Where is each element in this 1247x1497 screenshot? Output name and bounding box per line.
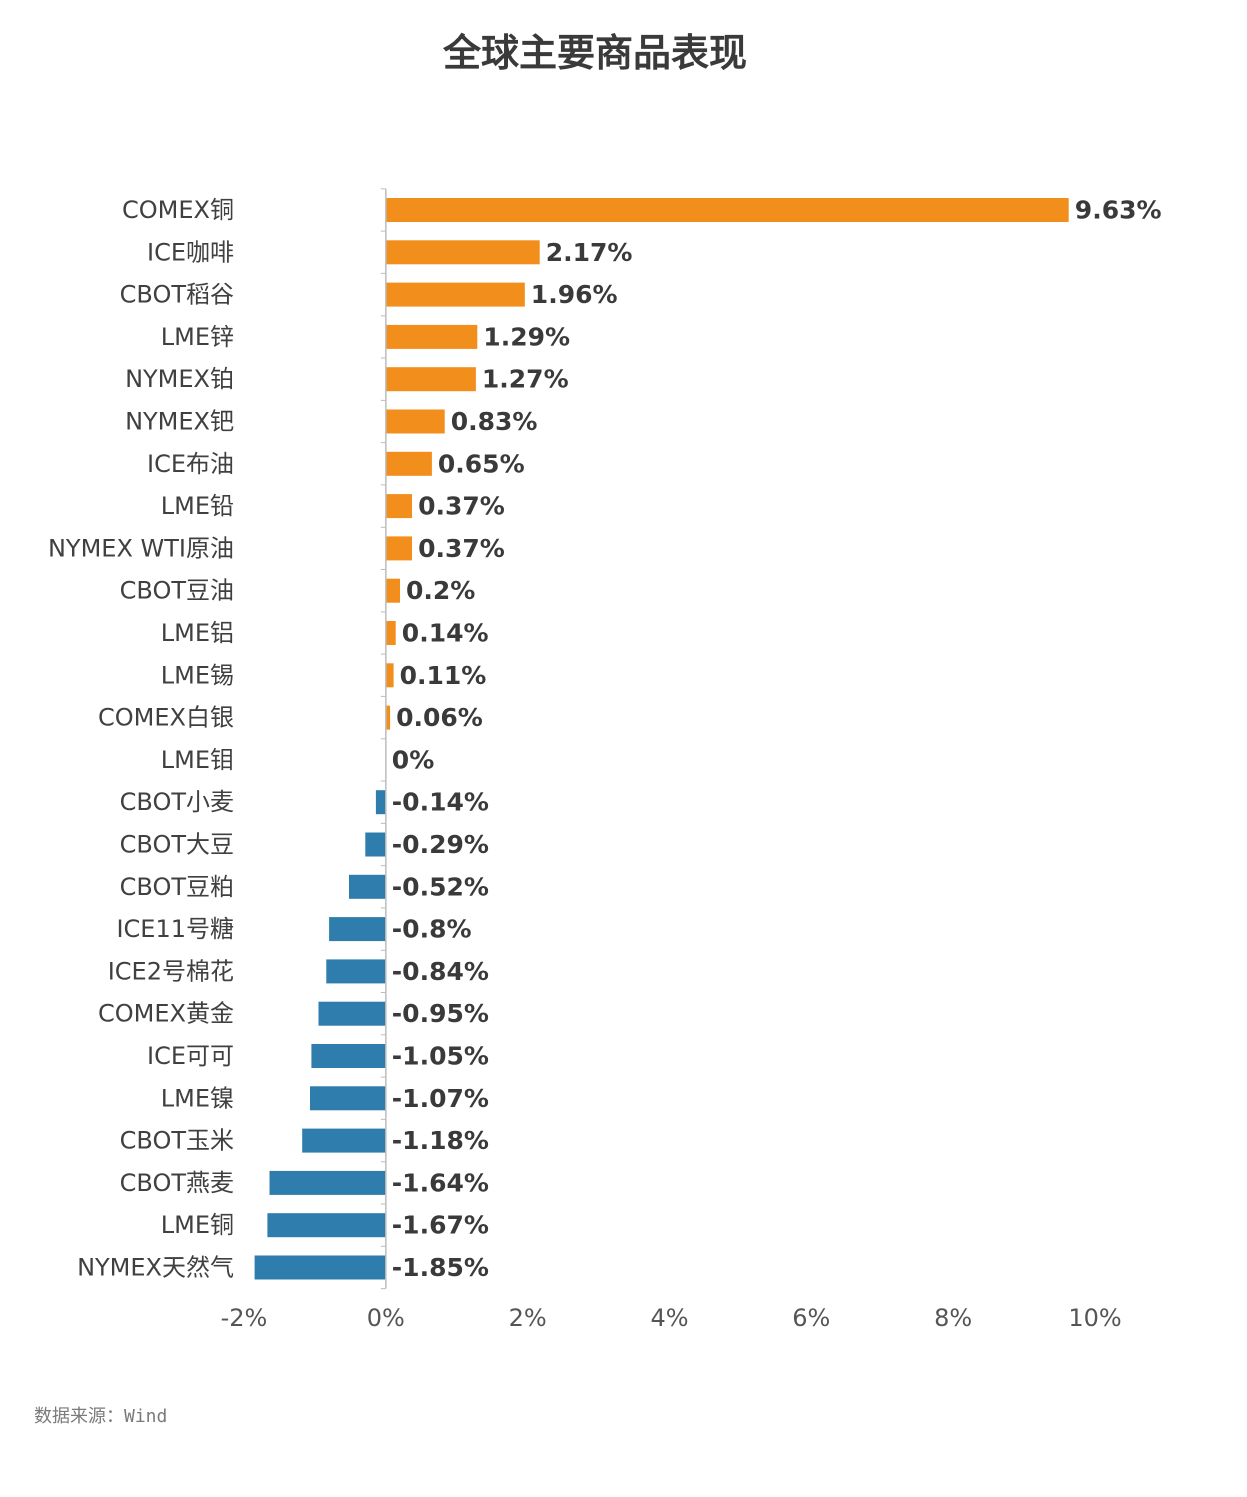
bar bbox=[267, 1213, 386, 1238]
value-label: -1.18% bbox=[392, 1126, 489, 1155]
value-label: -1.67% bbox=[392, 1211, 489, 1240]
category-label: CBOT玉米 bbox=[120, 1127, 234, 1155]
value-label: 0% bbox=[392, 745, 434, 774]
value-label: -1.64% bbox=[392, 1168, 489, 1197]
bar bbox=[385, 198, 1069, 222]
x-tick-label: 6% bbox=[792, 1304, 830, 1332]
value-label: 1.27% bbox=[482, 365, 569, 394]
x-tick-label: 0% bbox=[367, 1304, 405, 1332]
bar bbox=[254, 1255, 386, 1280]
value-label: -1.07% bbox=[392, 1084, 489, 1113]
value-label: -0.52% bbox=[392, 872, 489, 901]
bar bbox=[269, 1170, 386, 1195]
category-label: ICE2号棉花 bbox=[108, 957, 234, 985]
category-label: CBOT大豆 bbox=[120, 831, 234, 859]
category-label: CBOT小麦 bbox=[120, 788, 234, 816]
value-label: 2.17% bbox=[546, 238, 633, 267]
bar bbox=[385, 494, 412, 519]
bar bbox=[385, 240, 540, 265]
bar bbox=[349, 874, 386, 899]
category-label: LME铅 bbox=[161, 492, 234, 520]
bar bbox=[318, 1001, 386, 1026]
category-label: ICE可可 bbox=[147, 1042, 234, 1070]
bar bbox=[311, 1044, 386, 1068]
value-label: 0.11% bbox=[400, 661, 487, 690]
value-label: 1.29% bbox=[483, 322, 570, 351]
category-label: CBOT稻谷 bbox=[120, 281, 234, 309]
bar bbox=[385, 367, 476, 392]
category-label: ICE布油 bbox=[147, 450, 234, 478]
bar bbox=[310, 1086, 386, 1111]
x-tick-label: 10% bbox=[1068, 1304, 1121, 1332]
value-label: 9.63% bbox=[1075, 196, 1162, 225]
category-label: CBOT燕麦 bbox=[120, 1169, 234, 1197]
category-label: COMEX黄金 bbox=[98, 1000, 234, 1028]
category-label: COMEX铜 bbox=[122, 196, 234, 224]
value-label: -0.14% bbox=[392, 788, 489, 817]
bar bbox=[385, 451, 432, 476]
value-label: 0.14% bbox=[402, 619, 489, 648]
category-label: NYMEX天然气 bbox=[77, 1254, 234, 1282]
category-label: NYMEX WTI原油 bbox=[48, 534, 234, 562]
category-label: NYMEX钯 bbox=[125, 408, 234, 436]
bar bbox=[329, 917, 386, 942]
bar bbox=[375, 790, 386, 815]
bars-group bbox=[254, 198, 1069, 1280]
category-label: LME铝 bbox=[161, 619, 234, 647]
x-tick-label: 4% bbox=[650, 1304, 688, 1332]
x-tick-label: -2% bbox=[221, 1304, 268, 1332]
value-label: -1.85% bbox=[392, 1253, 489, 1282]
category-label: LME镍 bbox=[161, 1084, 234, 1112]
bar bbox=[385, 409, 445, 434]
value-label: -0.95% bbox=[392, 999, 489, 1028]
value-label: 0.37% bbox=[418, 534, 505, 563]
x-tick-labels: -2% 0% 2% 4% 6% 8% 10% bbox=[221, 1304, 1122, 1332]
category-label: CBOT豆油 bbox=[120, 577, 234, 605]
axis-group bbox=[380, 188, 387, 1290]
category-label: COMEX白银 bbox=[98, 704, 234, 732]
bar bbox=[385, 705, 391, 730]
category-label: LME锌 bbox=[161, 323, 234, 351]
value-label: 0.06% bbox=[396, 703, 483, 732]
category-label: ICE11号糖 bbox=[116, 915, 234, 943]
category-label: ICE咖啡 bbox=[147, 238, 234, 266]
bar bbox=[302, 1128, 386, 1153]
value-labels: 9.63% 2.17% 1.96% 1.29% 1.27% 0.83% 0.65% 0.37%… bbox=[392, 196, 1162, 1283]
bar bbox=[385, 663, 394, 688]
bar bbox=[385, 621, 396, 645]
value-label: -0.29% bbox=[392, 830, 489, 859]
value-label: -1.05% bbox=[392, 1042, 489, 1071]
chart-title: 全球主要商品表现 bbox=[442, 31, 747, 75]
bar bbox=[385, 282, 525, 307]
category-label: NYMEX铂 bbox=[125, 365, 234, 393]
bar bbox=[385, 578, 400, 603]
value-label: -0.84% bbox=[392, 957, 489, 986]
category-label: LME锡 bbox=[161, 661, 234, 689]
x-tick-label: 2% bbox=[509, 1304, 547, 1332]
category-labels: COMEX铜 ICE咖啡 CBOT稻谷 LME锌 NYMEX铂 NYMEX钯 ICE布油 LM… bbox=[48, 196, 234, 1282]
value-label: 0.2% bbox=[406, 576, 475, 605]
bar bbox=[365, 832, 386, 857]
bar bbox=[385, 324, 478, 349]
category-label: LME钼 bbox=[161, 746, 234, 774]
category-label: LME铜 bbox=[161, 1211, 234, 1239]
source-note: 数据来源：Wind bbox=[34, 1406, 168, 1427]
value-label: 0.37% bbox=[418, 492, 505, 521]
value-label: 0.83% bbox=[451, 407, 538, 436]
value-label: -0.8% bbox=[392, 915, 472, 944]
bar-chart: COMEX铜 ICE咖啡 CBOT稻谷 LME锌 NYMEX铂 NYMEX钯 ICE布油 LM… bbox=[48, 188, 1162, 1332]
value-label: 0.65% bbox=[438, 449, 525, 478]
bar bbox=[385, 536, 412, 561]
value-label: 1.96% bbox=[531, 280, 618, 309]
category-label: CBOT豆粕 bbox=[120, 873, 234, 901]
x-tick-label: 8% bbox=[934, 1304, 972, 1332]
bar bbox=[326, 959, 386, 984]
